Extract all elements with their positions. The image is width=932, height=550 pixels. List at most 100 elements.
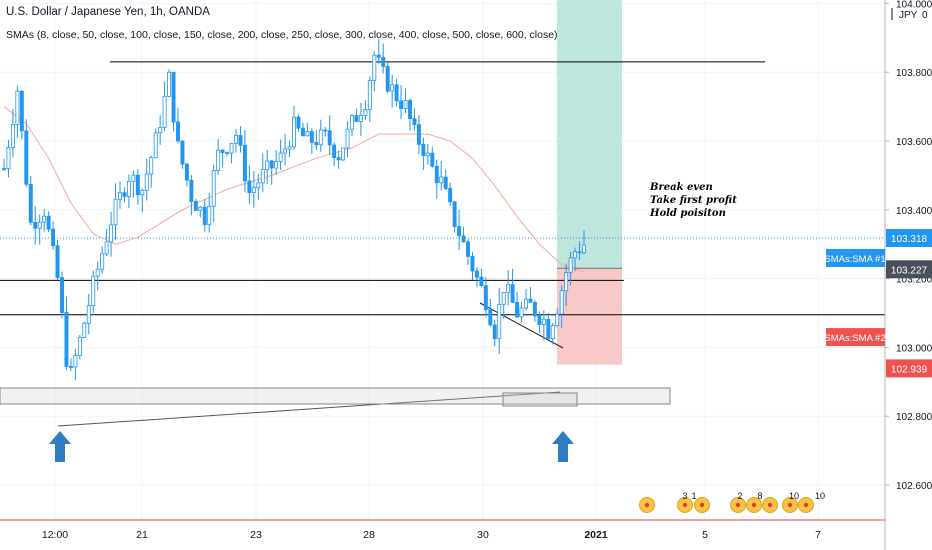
candle-body (131, 174, 136, 182)
candle-body (42, 215, 47, 223)
event-flag-icon[interactable] (730, 497, 746, 513)
candle-body (537, 315, 542, 325)
candle-body (24, 130, 29, 185)
candle-body (336, 157, 341, 161)
candle-body (260, 169, 265, 184)
price-label-text: 103.227 (891, 265, 928, 276)
candle-body (171, 71, 176, 123)
horizontal-levels (0, 61, 885, 316)
candle-body (251, 187, 256, 194)
candle-body (162, 96, 167, 128)
event-dot (644, 502, 650, 508)
candles (2, 38, 586, 381)
candle-body (305, 131, 310, 137)
event-flag-icon[interactable] (762, 497, 778, 513)
candle-body (176, 121, 180, 142)
event-dot (767, 502, 773, 508)
candle-body (358, 115, 363, 122)
y-tick-label: 103.600 (896, 137, 932, 148)
candle-body (327, 130, 332, 146)
event-flag-icon[interactable] (694, 497, 710, 513)
candle-body (497, 303, 502, 340)
candle-body (390, 84, 395, 92)
candle-body (376, 54, 381, 58)
candle-body (189, 179, 194, 203)
candle-body (510, 284, 515, 303)
x-tick-label: 12:00 (42, 529, 68, 541)
candle-body (430, 152, 435, 167)
candle-body (385, 66, 390, 92)
event-flag-icon[interactable] (798, 497, 814, 513)
candle-body (309, 131, 314, 143)
price-label-box[interactable] (886, 260, 932, 279)
candle-body (158, 127, 163, 134)
candle-body (283, 148, 288, 154)
candle-body (332, 144, 337, 158)
candle-body (564, 272, 569, 292)
candle-body (202, 206, 207, 226)
candle-body (573, 251, 578, 259)
candle-body (216, 149, 221, 171)
price-label-box[interactable] (886, 229, 932, 248)
x-tick-label: 28 (363, 529, 375, 541)
candle-body (421, 143, 426, 157)
chart-title: U.S. Dollar / Japanese Yen, 1h, OANDA (6, 6, 210, 18)
candle-body (82, 322, 87, 338)
candle-body (439, 176, 444, 184)
candle-body (153, 132, 158, 159)
event-flag-icon[interactable] (746, 497, 762, 513)
candle-body (256, 182, 261, 189)
candle-body (15, 90, 20, 125)
candle-body (113, 198, 118, 226)
candle-body (408, 100, 412, 119)
candle-body (126, 180, 131, 197)
candle-body (550, 325, 555, 340)
sma-tag-box[interactable] (826, 328, 885, 347)
candle-body (354, 115, 359, 122)
event-count: 8 (757, 491, 762, 501)
event-count: 10 (789, 491, 799, 501)
candle-body (416, 124, 421, 145)
candle-body (341, 147, 346, 161)
event-flag-icon[interactable] (677, 497, 693, 513)
event-dot (787, 502, 793, 508)
price-label-text: 102.939 (891, 364, 928, 375)
candle-body (19, 90, 24, 132)
candle-body (225, 152, 230, 154)
y-tick-label: 103.400 (896, 206, 932, 217)
candle-body (425, 152, 430, 157)
candle-body (2, 168, 6, 170)
event-flag-icon[interactable] (639, 497, 655, 513)
candle-body (287, 146, 292, 150)
candle-body (350, 115, 354, 130)
candle-body (60, 277, 64, 313)
price-label-box[interactable] (886, 359, 932, 378)
candle-body (95, 268, 100, 277)
event-dot (751, 502, 757, 508)
candle-body (220, 149, 225, 153)
event-icons: 3 1 2 8 10 10 (639, 491, 825, 513)
candle-body (474, 270, 479, 278)
candle-body (28, 183, 33, 223)
candle-body (135, 174, 140, 196)
sma-tag-box[interactable] (826, 248, 885, 267)
candle-body (457, 226, 462, 237)
candle-body (501, 291, 506, 305)
event-dot (735, 502, 741, 508)
candle-body (479, 276, 484, 286)
event-flag-icon[interactable] (782, 497, 798, 513)
x-tick-label: 2021 (584, 529, 608, 541)
candle-body (399, 100, 404, 109)
up-arrow-icon (49, 431, 71, 462)
candle-body (104, 241, 109, 255)
candle-body (582, 244, 586, 254)
candle-body (532, 301, 537, 317)
y-tick-label: 102.600 (896, 481, 932, 492)
candle-body (278, 152, 283, 162)
x-tick-label: 30 (477, 529, 489, 541)
demand-zone-box-small (502, 392, 578, 407)
indicator-legend[interactable]: SMAs (8, close, 50, close, 100, close, 1… (6, 29, 558, 41)
candle-body (73, 355, 78, 368)
